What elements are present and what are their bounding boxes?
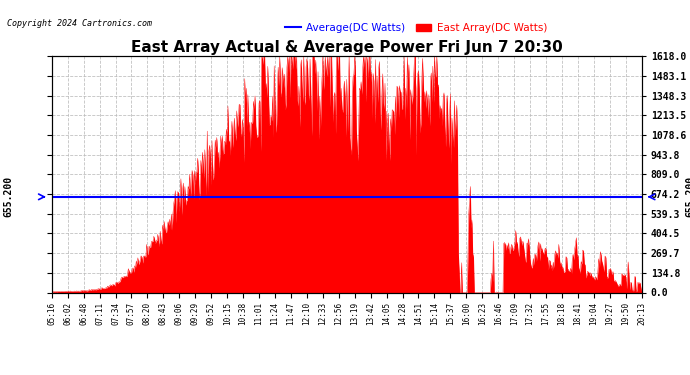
Text: 655.200: 655.200	[3, 176, 13, 218]
Title: East Array Actual & Average Power Fri Jun 7 20:30: East Array Actual & Average Power Fri Ju…	[131, 40, 562, 55]
Text: 655.200: 655.200	[685, 176, 690, 218]
Text: Copyright 2024 Cartronics.com: Copyright 2024 Cartronics.com	[7, 19, 152, 28]
Legend: Average(DC Watts), East Array(DC Watts): Average(DC Watts), East Array(DC Watts)	[281, 19, 551, 37]
